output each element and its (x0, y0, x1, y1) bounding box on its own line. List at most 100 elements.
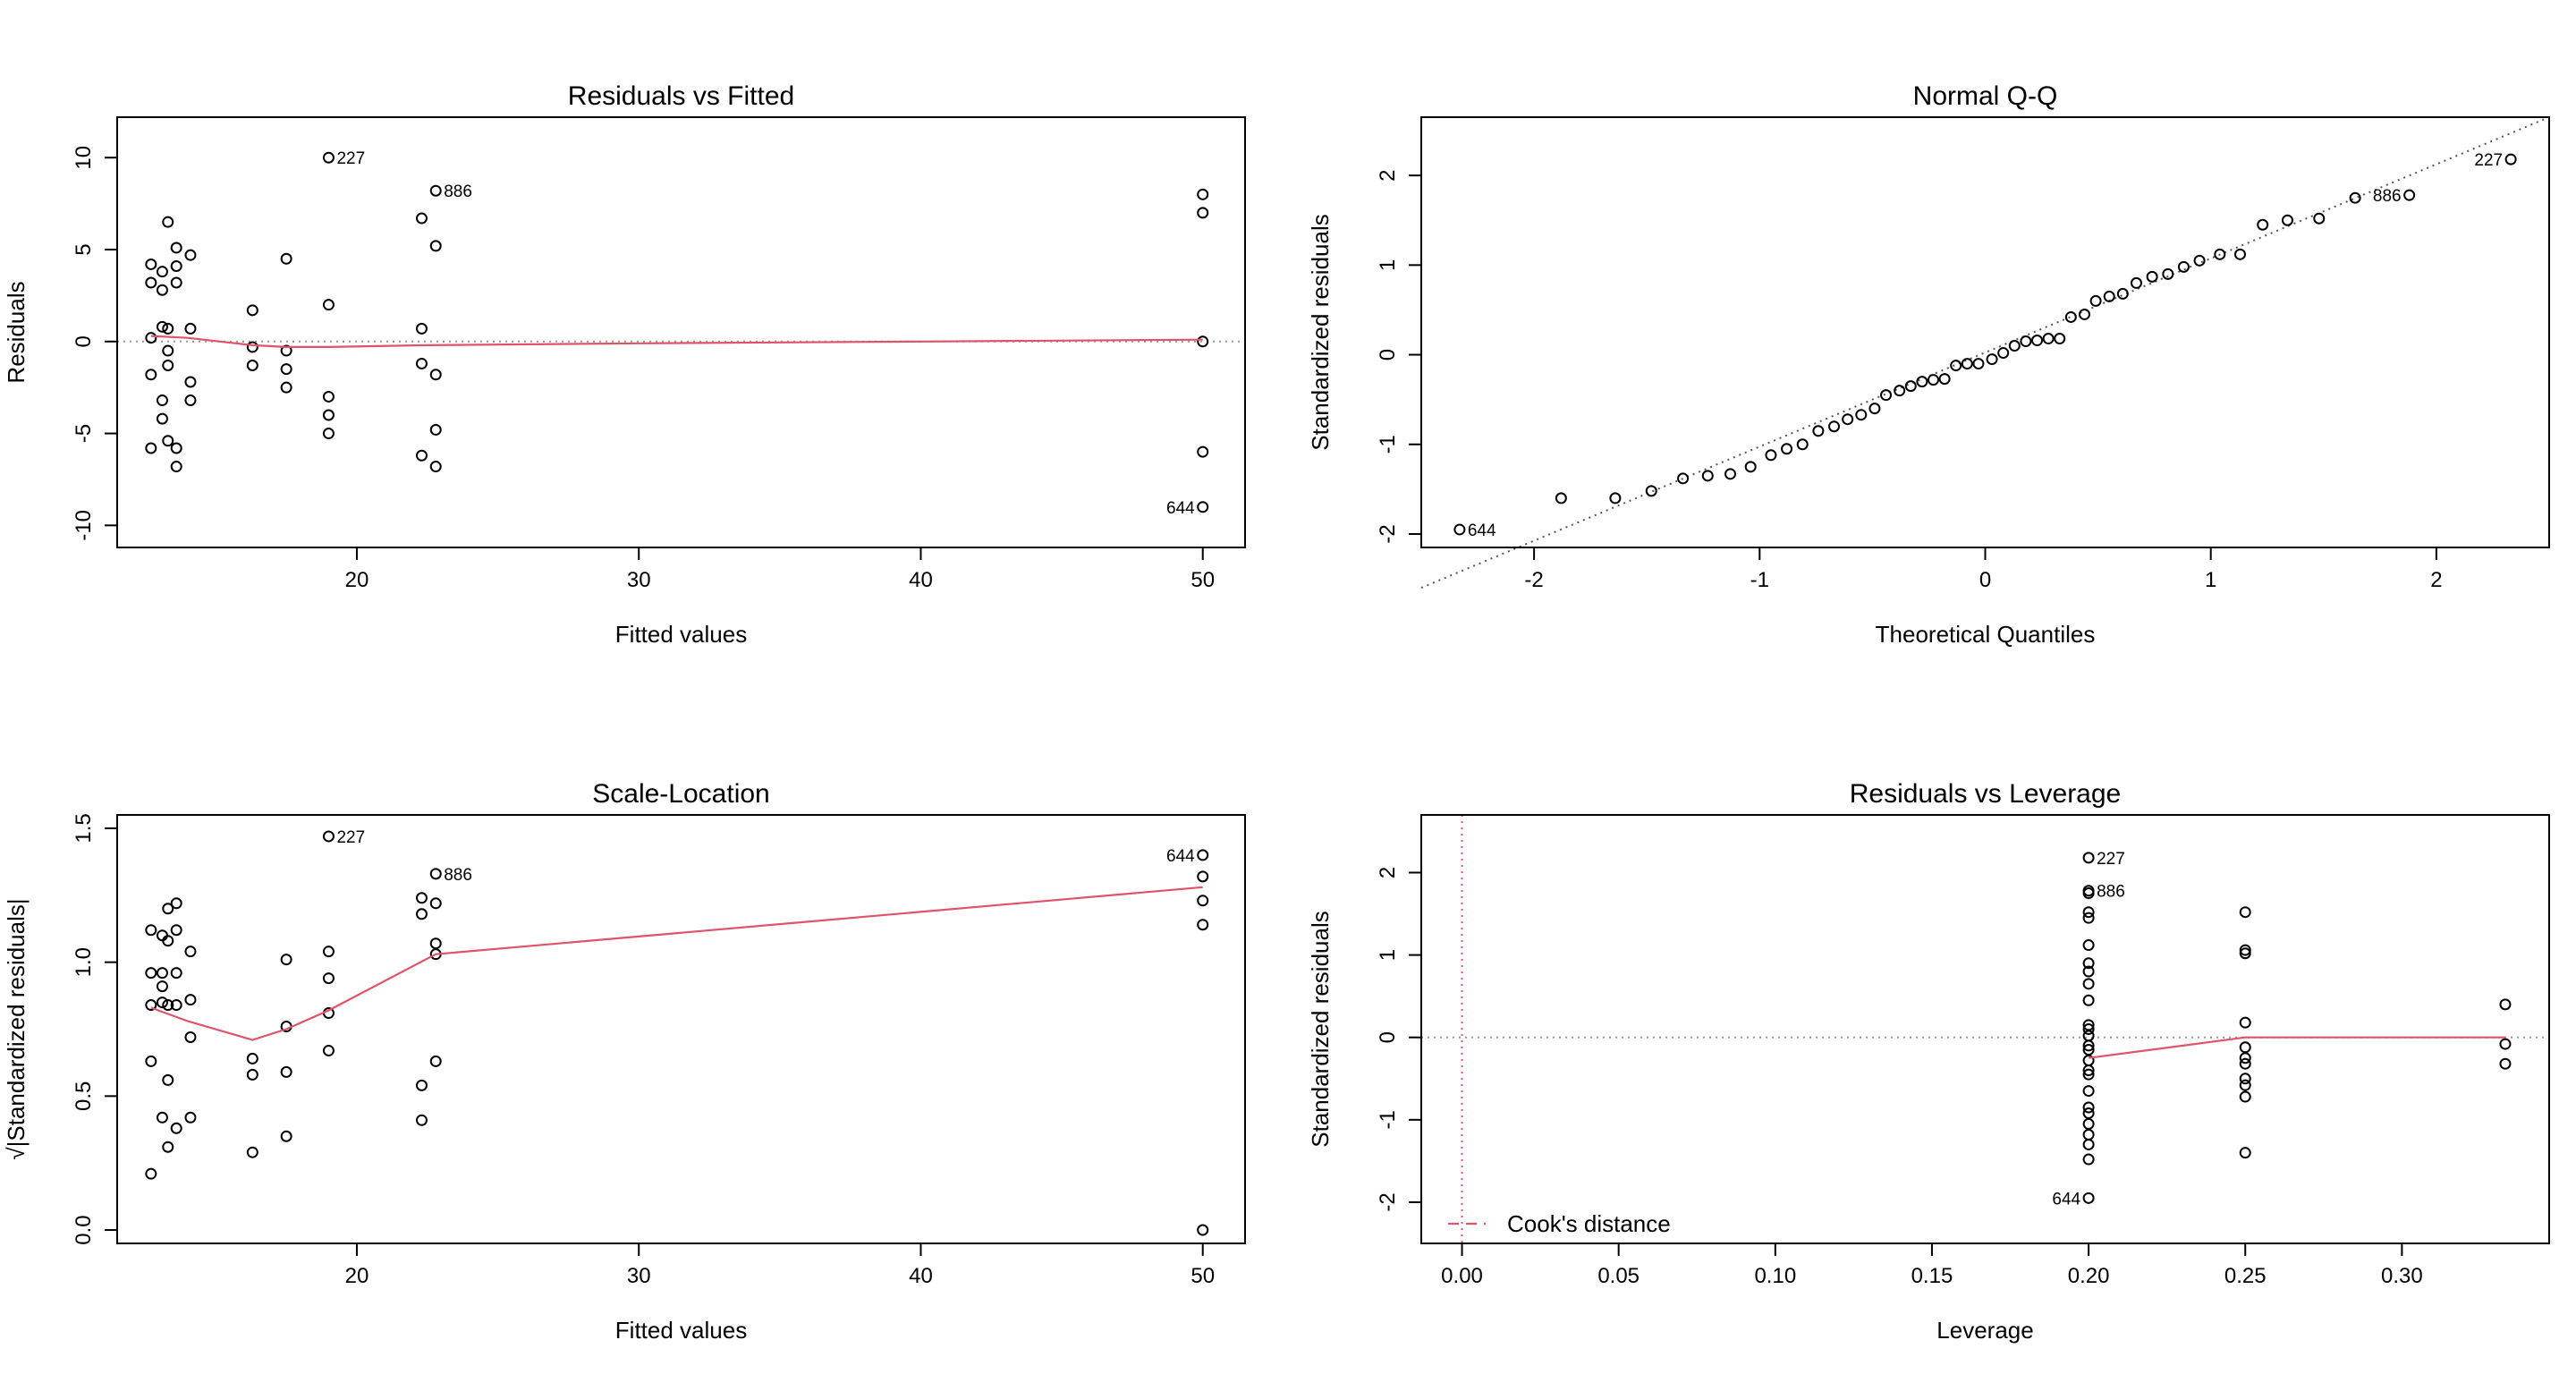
normal-qq-panel: -2 -1 0 1 2 -2 -1 0 1 2 Normal Q-Q Theoretical Quan… (1307, 81, 2550, 648)
residuals-vs-fitted-data-point (156, 394, 168, 407)
residuals-vs-leverage-smooth-line (2088, 1036, 2505, 1059)
residuals-vs-leverage-y-tick-label: 1 (1376, 949, 1400, 961)
residuals-vs-leverage-data-point (2082, 912, 2095, 924)
scale-location-data-point (322, 946, 335, 958)
normal-qq-data-point (1880, 389, 1893, 402)
scale-location-data-point (170, 924, 182, 937)
normal-qq-data-point (2064, 310, 2077, 323)
scale-location-data-point (322, 1044, 335, 1056)
normal-qq-data-point (1812, 425, 1825, 437)
residuals-vs-leverage-x-tick-label: 0.25 (2224, 1264, 2267, 1288)
residuals-vs-leverage-data-point (2239, 1079, 2251, 1091)
normal-qq-point-annotation: 227 (2474, 151, 2503, 170)
scale-location-data-point (1197, 919, 1209, 931)
scale-location-title: Scale-Location (592, 779, 769, 809)
residuals-vs-fitted-data-point (184, 322, 197, 335)
scale-location-data-point (145, 924, 157, 937)
residuals-vs-fitted-point-annotation: 886 (444, 182, 472, 201)
residuals-vs-fitted-data-point (145, 369, 157, 381)
scale-location-data-point (156, 1111, 168, 1124)
normal-qq-y-tick-label: -2 (1376, 524, 1400, 543)
residuals-vs-fitted-data-point (170, 442, 182, 454)
residuals-vs-fitted-data-point (429, 461, 442, 473)
normal-qq-data-point (2146, 270, 2158, 283)
residuals-vs-fitted-data-point (170, 260, 182, 272)
scale-location-data-point (162, 999, 174, 1012)
residuals-vs-fitted-data-point (156, 412, 168, 425)
normal-qq-data-point (1555, 492, 1567, 505)
residuals-vs-leverage-data-point (2499, 998, 2512, 1011)
scale-location-y-tick-label: 1.0 (72, 947, 96, 977)
residuals-vs-leverage-data-point (2082, 1068, 2095, 1081)
normal-qq-plot-frame (1420, 116, 2550, 548)
residuals-vs-leverage-panel: 0.00 0.05 0.10 0.15 0.20 0.25 0.30 -2 -1 0 1 2 Resid… (1307, 779, 2550, 1344)
scale-location-y-tick-label: 0.5 (72, 1081, 96, 1111)
residuals-vs-fitted-title: Residuals vs Fitted (568, 81, 794, 111)
residuals-vs-fitted-data-point (184, 249, 197, 261)
scale-location-data-point (415, 908, 428, 920)
residuals-vs-fitted-data-point (145, 276, 157, 289)
normal-qq-data-point (2020, 335, 2032, 348)
scale-location-data-point (156, 997, 168, 1009)
residuals-vs-fitted-data-point (429, 369, 442, 381)
normal-qq-title: Normal Q-Q (1913, 81, 2058, 111)
scale-location-data-point (145, 999, 157, 1012)
normal-qq-x-tick-label: 1 (2205, 568, 2216, 592)
normal-qq-data-point (2008, 340, 2021, 352)
residuals-vs-leverage-y-tick-label: 0 (1376, 1031, 1400, 1043)
residuals-vs-leverage-data-point (2082, 1039, 2095, 1052)
normal-qq-data-point (2349, 191, 2361, 204)
residuals-vs-leverage-data-point (2082, 887, 2095, 900)
scale-location-data-point (1197, 895, 1209, 907)
residuals-vs-leverage-data-point (2239, 906, 2251, 919)
scale-location-data-point (170, 999, 182, 1012)
normal-qq-data-point (1894, 385, 1906, 397)
residuals-vs-fitted-x-tick-label: 30 (627, 568, 651, 592)
normal-qq-data-point (2177, 260, 2190, 273)
normal-qq-data-point (2031, 335, 2044, 347)
scale-location-data-point (429, 897, 442, 910)
residuals-vs-fitted-point-annotation: 644 (1166, 499, 1195, 518)
residuals-vs-fitted-data-point (280, 252, 292, 265)
scale-location-data-point (246, 1068, 258, 1081)
scale-location-x-tick-label: 20 (345, 1264, 369, 1288)
residuals-vs-fitted-smooth-line (150, 335, 1203, 348)
scale-location-data-point (280, 1130, 292, 1142)
residuals-vs-fitted-x-tick-label: 20 (345, 568, 369, 592)
residuals-vs-fitted-data-point (415, 449, 428, 462)
normal-qq-data-point (2193, 254, 2206, 267)
scale-location-plot-frame (116, 814, 1246, 1244)
normal-qq-data-point (1938, 373, 1951, 386)
normal-qq-data-point (2504, 153, 2517, 165)
normal-qq-data-point (2214, 248, 2226, 260)
scale-location-data-point (429, 937, 442, 950)
residuals-vs-leverage-legend-label: Cook's distance (1507, 1210, 1671, 1237)
scale-location-y-tick-label: 0.0 (72, 1215, 96, 1244)
residuals-vs-leverage-data-point (2082, 1023, 2095, 1035)
scale-location-data-point (184, 1030, 197, 1043)
normal-qq-data-point (2162, 267, 2174, 280)
normal-qq-data-point (2403, 189, 2416, 201)
residuals-vs-fitted-data-point (322, 151, 335, 164)
residuals-vs-leverage-y-tick-label: 2 (1376, 867, 1400, 878)
normal-qq-x-tick-label: 0 (1979, 568, 1991, 592)
residuals-vs-fitted-data-point (162, 216, 174, 228)
normal-qq-data-point (1842, 413, 1854, 426)
normal-qq-data-point (2281, 214, 2293, 226)
residuals-vs-fitted-data-point (322, 409, 335, 421)
normal-qq-data-point (1645, 485, 1657, 497)
residuals-vs-leverage-data-point (2239, 1057, 2251, 1070)
scale-location-y-tick-label: 1.5 (72, 813, 96, 843)
normal-qq-point-annotation: 886 (2373, 187, 2402, 206)
normal-qq-data-point (1986, 353, 1998, 366)
normal-qq-point-annotation: 644 (1468, 522, 1496, 540)
normal-qq-data-point (2089, 294, 2102, 307)
residuals-vs-fitted-x-axis-label: Fitted values (615, 621, 747, 648)
scale-location-data-point (184, 946, 197, 958)
normal-qq-data-point (1855, 409, 1868, 421)
scale-location-data-point (1197, 870, 1209, 883)
scale-location-data-point (280, 954, 292, 966)
residuals-vs-leverage-data-point (2082, 1117, 2095, 1130)
scale-location-x-tick-label: 50 (1191, 1264, 1215, 1288)
residuals-vs-fitted-point-annotation: 227 (336, 149, 365, 168)
